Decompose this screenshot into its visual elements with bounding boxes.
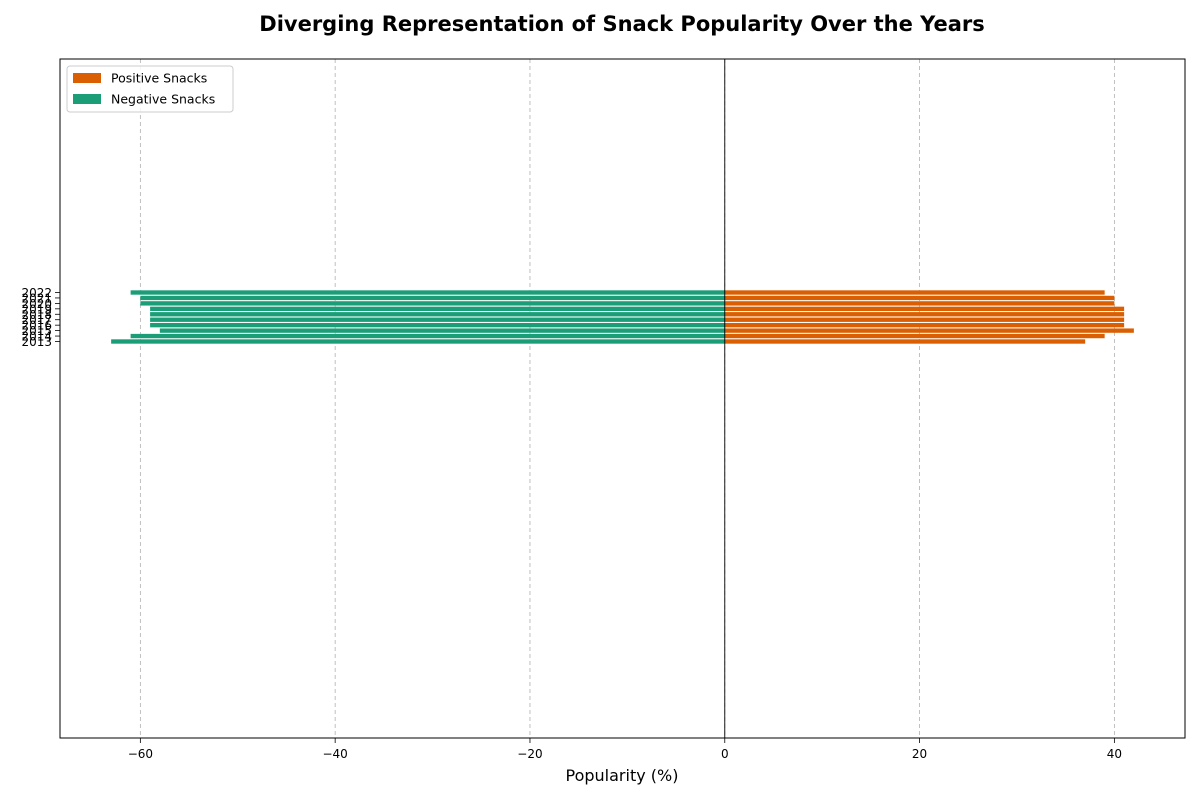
bar-2020-negative bbox=[140, 301, 725, 306]
legend-swatch bbox=[73, 73, 101, 83]
bar-2016-negative bbox=[150, 322, 725, 328]
y-tick-label: 2020 bbox=[21, 297, 52, 311]
bar-2014-negative bbox=[130, 333, 725, 339]
legend: Positive Snacks Negative Snacks bbox=[66, 65, 234, 113]
bar-2015-negative bbox=[159, 328, 725, 333]
bar-2021-negative bbox=[140, 295, 725, 301]
bar-2015-positive bbox=[724, 328, 1134, 333]
y-tick-label: 2022 bbox=[21, 286, 52, 300]
legend-box bbox=[66, 65, 234, 113]
y-tick-label: 2019 bbox=[21, 302, 52, 316]
bar-2018-positive bbox=[724, 312, 1125, 317]
bar-2013-positive bbox=[724, 339, 1086, 344]
y-tick-label: 2017 bbox=[21, 313, 52, 327]
y-tick-label: 2015 bbox=[21, 324, 52, 338]
legend-swatch bbox=[73, 94, 101, 104]
x-tick-label: 20 bbox=[912, 747, 927, 761]
bar-2020-positive bbox=[724, 301, 1115, 306]
bar-2017-negative bbox=[150, 317, 725, 322]
x-axis-label: Popularity (%) bbox=[566, 766, 679, 785]
y-tick-label: 2021 bbox=[21, 291, 52, 305]
bar-2022-negative bbox=[130, 290, 725, 295]
bar-2021-positive bbox=[724, 295, 1115, 301]
bar-2013-negative bbox=[111, 339, 725, 344]
legend-label: Positive Snacks bbox=[111, 71, 207, 86]
y-tick-label: 2018 bbox=[21, 308, 52, 322]
bar-2017-positive bbox=[724, 317, 1125, 322]
x-tick-label: −40 bbox=[322, 747, 347, 761]
bar-2019-negative bbox=[150, 306, 725, 312]
bar-2022-positive bbox=[724, 290, 1105, 295]
chart-title: Diverging Representation of Snack Popula… bbox=[259, 12, 984, 36]
x-tick-label: 0 bbox=[721, 747, 729, 761]
x-tick-label: −20 bbox=[517, 747, 542, 761]
y-tick-label: 2016 bbox=[21, 319, 52, 333]
bar-2018-negative bbox=[150, 312, 725, 317]
plot-frame bbox=[59, 58, 1186, 739]
bar-2014-positive bbox=[724, 333, 1105, 339]
y-tick-label: 2013 bbox=[21, 335, 52, 349]
bars-layer bbox=[111, 290, 1134, 344]
bar-2019-positive bbox=[724, 306, 1125, 312]
bar-2016-positive bbox=[724, 322, 1125, 328]
x-tick-label: 40 bbox=[1107, 747, 1122, 761]
y-tick-label: 2014 bbox=[21, 330, 52, 344]
x-tick-label: −60 bbox=[128, 747, 153, 761]
grid-layer bbox=[139, 59, 1115, 738]
x-axis: −60 −40 −20 0 20 40 bbox=[128, 738, 1122, 761]
legend-label: Negative Snacks bbox=[111, 92, 215, 107]
